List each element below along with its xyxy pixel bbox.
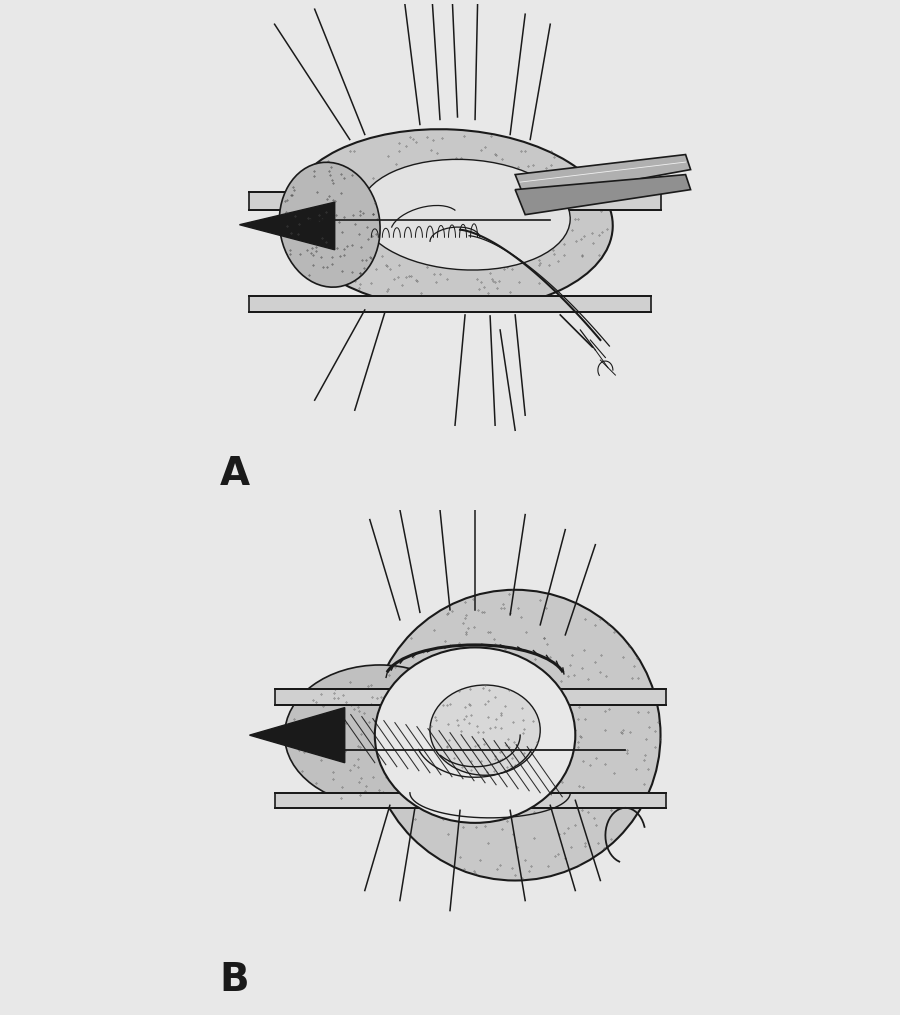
Ellipse shape bbox=[430, 685, 540, 775]
Polygon shape bbox=[239, 202, 335, 250]
Ellipse shape bbox=[284, 665, 475, 805]
Text: B: B bbox=[220, 961, 249, 999]
Ellipse shape bbox=[370, 590, 661, 880]
Bar bbox=[249, 192, 661, 210]
Polygon shape bbox=[249, 707, 345, 762]
Bar bbox=[249, 296, 651, 313]
Ellipse shape bbox=[279, 162, 380, 287]
Bar bbox=[274, 689, 665, 705]
Bar bbox=[274, 793, 665, 808]
Polygon shape bbox=[515, 154, 690, 200]
Ellipse shape bbox=[360, 159, 571, 270]
Ellipse shape bbox=[374, 648, 575, 823]
Ellipse shape bbox=[287, 129, 613, 311]
Polygon shape bbox=[515, 175, 690, 215]
Text: A: A bbox=[220, 456, 249, 493]
